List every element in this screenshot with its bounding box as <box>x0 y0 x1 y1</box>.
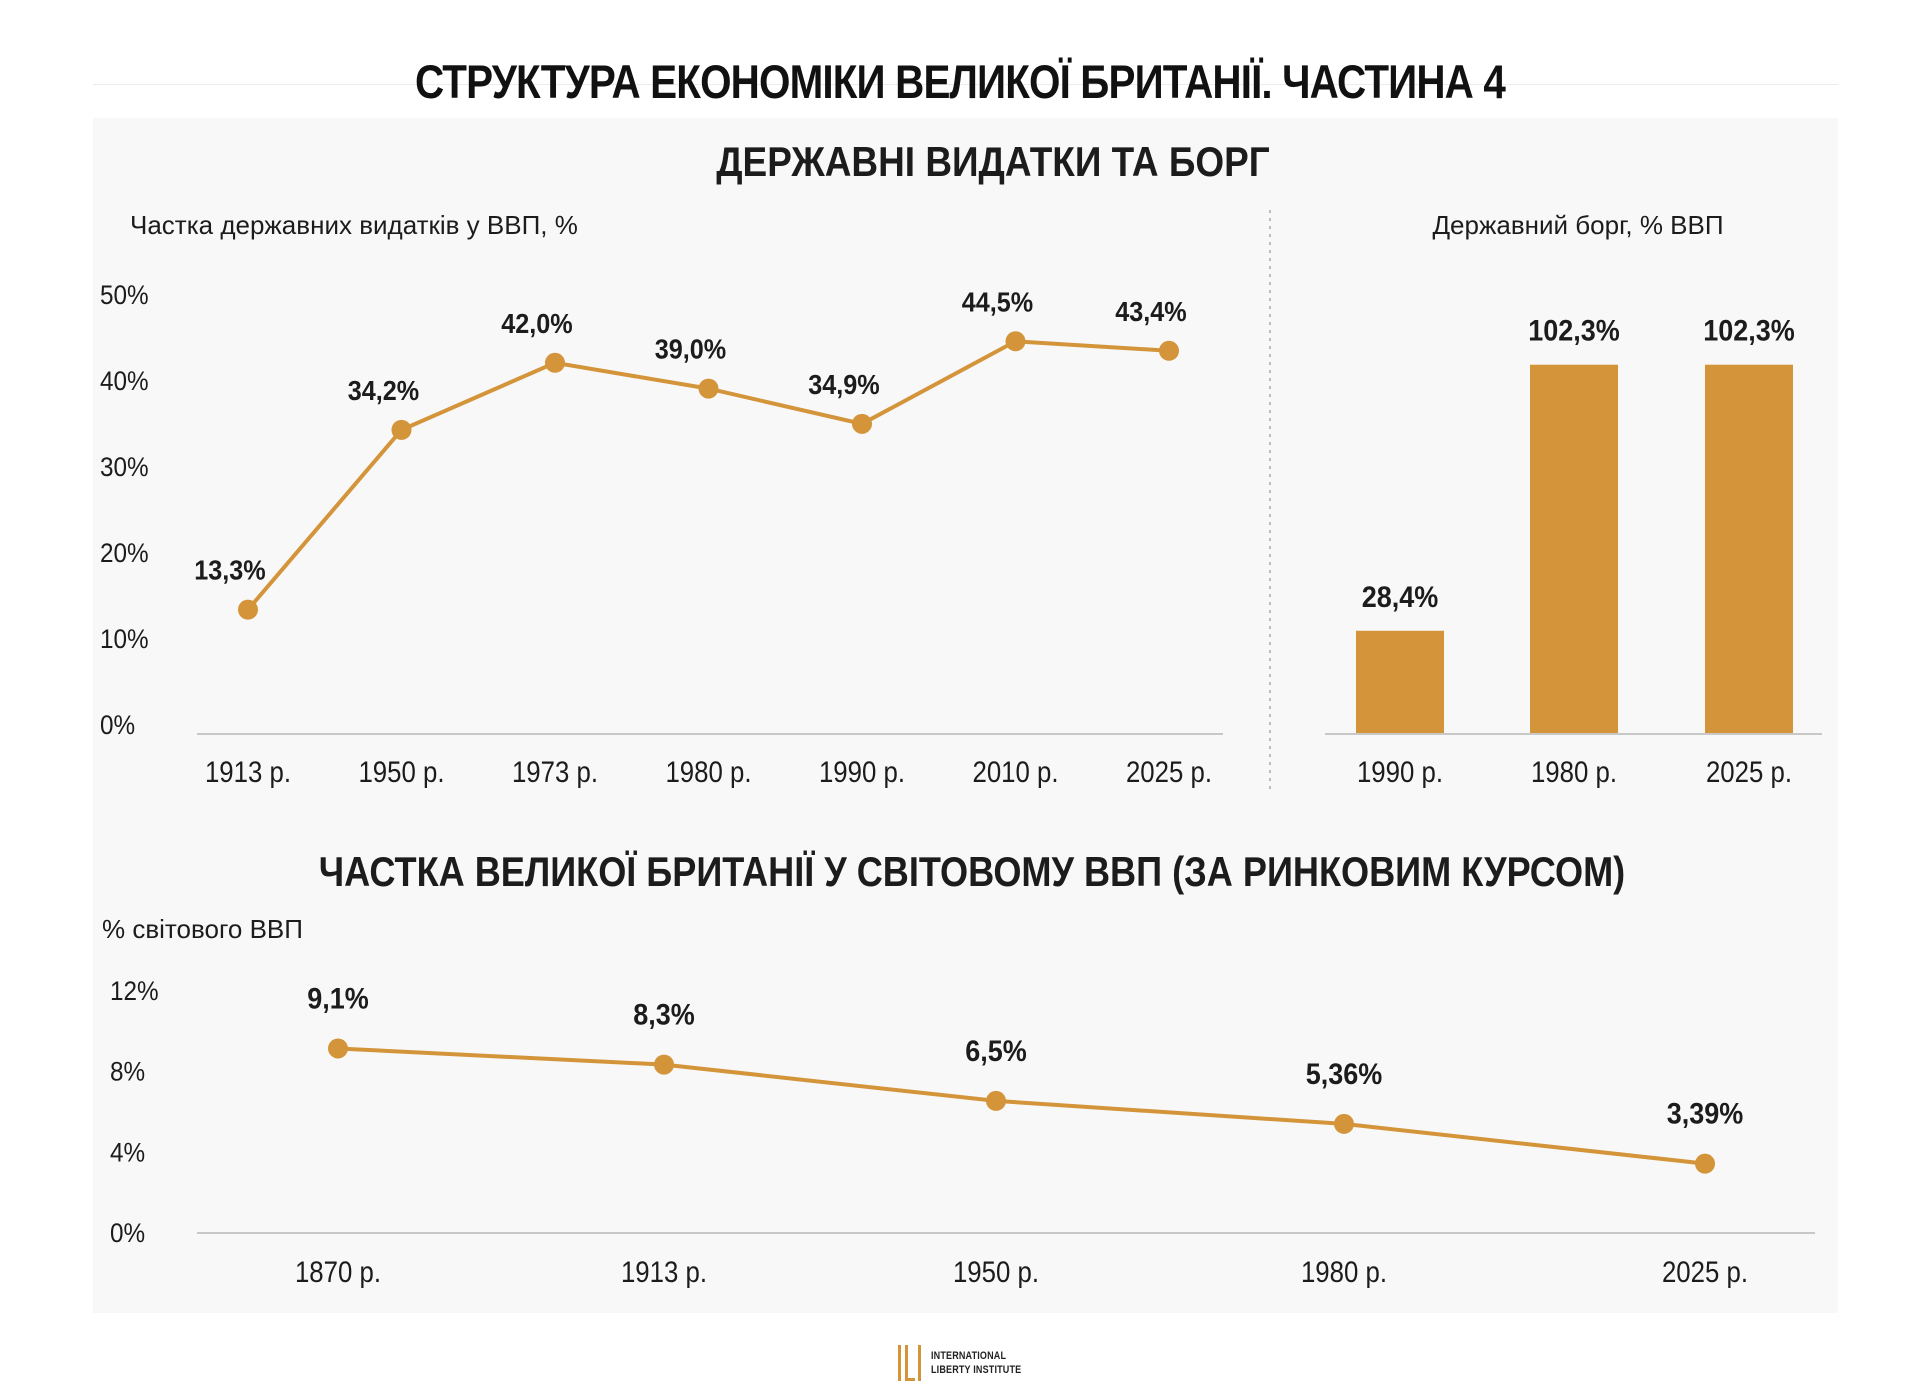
title-divider <box>93 84 1838 85</box>
world-gdp-x-tick-label: 1913 р. <box>621 1255 707 1288</box>
spending-data-point <box>545 352 565 373</box>
spending-data-label: 44,5% <box>962 286 1033 318</box>
debt-data-label: 102,3% <box>1703 314 1795 348</box>
spending-data-label: 39,0% <box>655 333 726 365</box>
spending-y-tick-label: 30% <box>100 453 149 482</box>
world-gdp-data-point <box>1334 1113 1354 1134</box>
world-gdp-y-tick-label: 12% <box>110 977 159 1006</box>
world-gdp-data-label: 9,1% <box>307 982 368 1016</box>
spending-x-tick-label: 1990 р. <box>819 755 905 788</box>
spending-x-tick-label: 2025 р. <box>1126 755 1212 788</box>
section-title-spending-debt: ДЕРЖАВНІ ВИДАТКИ ТА БОРГ <box>716 139 1270 186</box>
world-gdp-x-tick-label: 2025 р. <box>1662 1255 1748 1288</box>
spending-y-tick-label: 20% <box>100 539 149 568</box>
spending-data-point <box>698 378 719 399</box>
world-gdp-data-point <box>328 1038 348 1059</box>
spending-x-tick-label: 2010 р. <box>972 755 1058 788</box>
institute-logo: INTERNATIONAL LIBERTY INSTITUTE <box>897 1341 1041 1385</box>
world-gdp-x-tick-label: 1870 р. <box>295 1255 381 1288</box>
spending-x-tick-label: 1950 р. <box>358 755 444 788</box>
section-title-world-gdp-share: ЧАСТКА ВЕЛИКОЇ БРИТАНІЇ У СВІТОВОМУ ВВП … <box>319 850 1625 896</box>
world-gdp-data-label: 3,39% <box>1667 1097 1743 1131</box>
world-gdp-y-tick-label: 4% <box>110 1138 145 1167</box>
page-title: СТРУКТУРА ЕКОНОМІКИ ВЕЛИКОЇ БРИТАНІЇ. ЧА… <box>414 55 1506 108</box>
world-gdp-data-point <box>654 1054 674 1075</box>
spending-data-point <box>852 413 872 434</box>
world-gdp-data-label: 5,36% <box>1306 1058 1382 1092</box>
spending-y-tick-label: 0% <box>100 711 135 740</box>
debt-bar <box>1530 364 1618 733</box>
world-gdp-data-label: 8,3% <box>633 998 694 1032</box>
world-gdp-y-tick-label: 0% <box>110 1219 145 1248</box>
spending-x-tick-label: 1913 р. <box>205 755 291 788</box>
debt-x-tick-label: 1990 р. <box>1357 755 1443 788</box>
ili-logo-icon <box>898 1345 921 1381</box>
spending-data-label: 13,3% <box>194 554 265 586</box>
logo-line-2: LIBERTY INSTITUTE <box>931 1364 1022 1376</box>
spending-data-label: 43,4% <box>1115 296 1186 328</box>
debt-x-tick-label: 1980 р. <box>1531 755 1617 788</box>
debt-data-label: 28,4% <box>1362 580 1438 614</box>
debt-bar <box>1356 630 1444 733</box>
spending-data-point <box>1005 331 1026 352</box>
spending-data-label: 42,0% <box>501 308 572 340</box>
debt-bar <box>1705 364 1793 733</box>
world-gdp-y-tick-label: 8% <box>110 1058 145 1087</box>
world-gdp-chart-ylabel: % світового ВВП <box>102 914 303 944</box>
logo-line-1: INTERNATIONAL <box>931 1350 1007 1362</box>
world-gdp-data-point <box>986 1090 1006 1111</box>
spending-data-label: 34,9% <box>808 369 879 401</box>
world-gdp-x-tick-label: 1950 р. <box>953 1255 1039 1288</box>
spending-data-point <box>391 419 412 440</box>
debt-chart-subtitle: Державний борг, % ВВП <box>1432 210 1723 240</box>
spending-y-tick-label: 40% <box>100 367 149 396</box>
spending-x-tick-label: 1973 р. <box>512 755 598 788</box>
debt-data-label: 102,3% <box>1528 314 1620 348</box>
spending-data-point <box>238 599 258 620</box>
spending-data-label: 34,2% <box>348 375 419 407</box>
world-gdp-x-tick-label: 1980 р. <box>1301 1255 1387 1288</box>
world-gdp-data-label: 6,5% <box>965 1035 1026 1069</box>
spending-y-tick-label: 10% <box>100 625 149 654</box>
spending-x-tick-label: 1980 р. <box>665 755 751 788</box>
debt-x-tick-label: 2025 р. <box>1706 755 1792 788</box>
world-gdp-data-point <box>1695 1153 1715 1174</box>
spending-chart-subtitle: Частка державних видатків у ВВП, % <box>130 210 578 240</box>
spending-data-point <box>1159 340 1179 361</box>
spending-y-tick-label: 50% <box>100 281 149 310</box>
